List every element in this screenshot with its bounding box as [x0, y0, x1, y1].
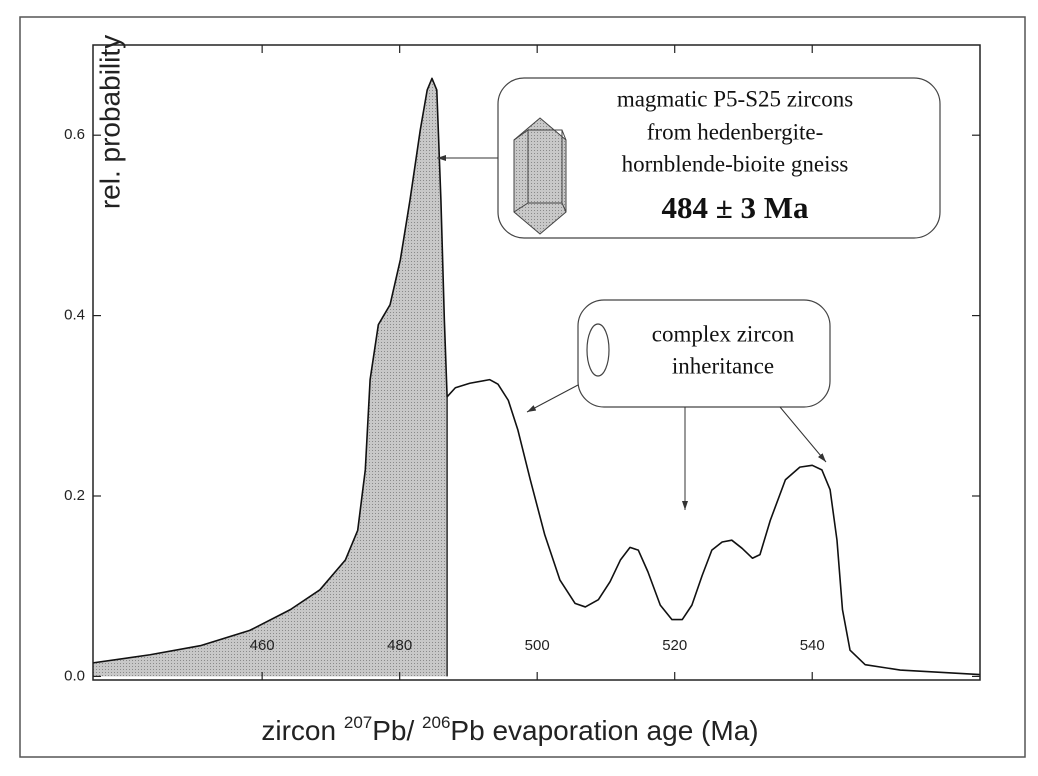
x-axis-label-superscript: 206	[422, 713, 450, 732]
x-axis-label-part: zircon	[261, 715, 343, 746]
x-tick-label: 500	[525, 637, 550, 654]
annotation-inheritance: complex zircon inheritance	[526, 299, 831, 510]
shaded-area	[93, 78, 448, 677]
probability-curve	[92, 77, 981, 676]
x-tick-label: 520	[662, 637, 687, 654]
annotation-box	[577, 299, 831, 408]
annotation-text: magmatic P5-S25 zircons	[617, 86, 853, 111]
annotation-magmatic: magmatic P5-S25 zircons from hedenbergit…	[437, 77, 941, 239]
zircon-icon	[513, 117, 567, 235]
annotation-text: from hedenbergite-	[647, 119, 823, 144]
y-tick-label: 0.0	[64, 667, 85, 684]
x-axis-label-part: Pb/	[372, 715, 422, 746]
zircon-icon-edges	[513, 129, 567, 213]
x-tick-label: 460	[250, 637, 275, 654]
plot-frame	[92, 44, 981, 681]
figure-border	[19, 16, 1026, 758]
y-tick-label: 0.6	[64, 126, 85, 143]
x-axis-label-superscript: 207	[344, 713, 372, 732]
x-axis-label-part: Pb evaporation age (Ma)	[450, 715, 758, 746]
x-tick-label: 540	[800, 637, 825, 654]
y-tick-label: 0.4	[64, 307, 85, 324]
zircon-icon	[586, 323, 610, 377]
annotation-text: inheritance	[672, 353, 774, 378]
y-tick-label: 0.2	[64, 487, 85, 504]
annotation-text: complex zircon	[652, 321, 795, 346]
plot-area	[92, 77, 981, 677]
y-axis-label: rel. probability	[94, 35, 125, 209]
annotation-arrow	[779, 406, 827, 463]
annotation-text: hornblende-bioite gneiss	[622, 151, 849, 176]
x-axis-label: zircon 207Pb/ 206Pb evaporation age (Ma)	[261, 713, 758, 746]
annotation-age: 484 ± 3 Ma	[661, 190, 809, 225]
x-tick-label: 480	[387, 637, 412, 654]
annotation-arrow	[526, 384, 579, 413]
